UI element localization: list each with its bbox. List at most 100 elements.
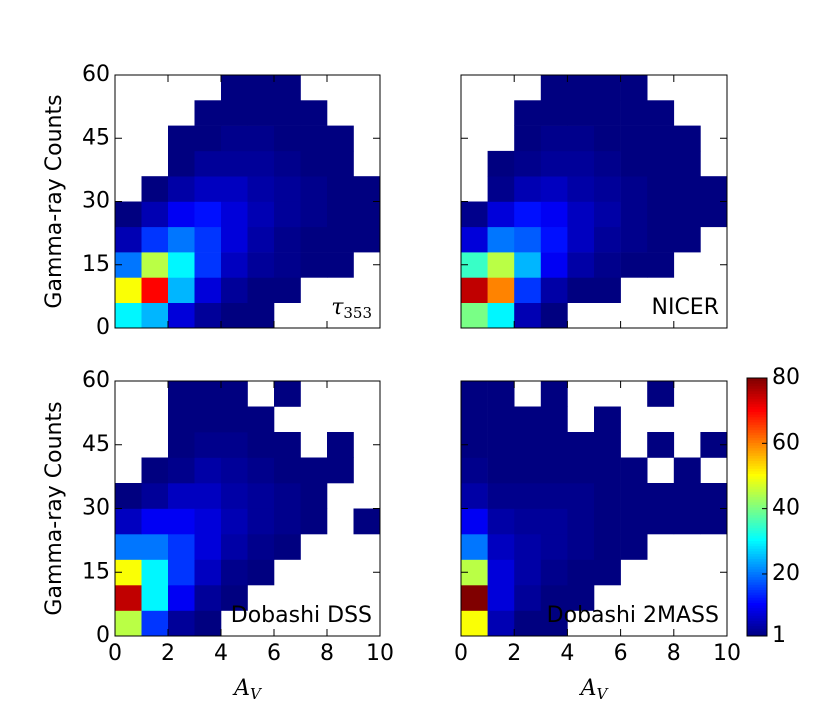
colorbar-segment xyxy=(747,594,767,598)
hist-cell xyxy=(567,226,595,253)
x-tick-label: 4 xyxy=(214,641,228,666)
colorbar-segment xyxy=(747,599,767,603)
hist-cell xyxy=(194,508,222,535)
x-tick-label: 6 xyxy=(267,641,281,666)
hist-cell xyxy=(353,508,381,535)
colorbar-segment xyxy=(747,522,767,526)
hist-cell xyxy=(514,150,542,177)
hist-cell xyxy=(221,226,248,253)
colorbar-segment xyxy=(747,568,767,572)
hist-cell xyxy=(141,226,169,253)
hist-cell xyxy=(594,176,621,202)
colorbar-segment xyxy=(747,455,767,459)
colorbar-segment xyxy=(747,633,767,637)
colorbar-segment xyxy=(747,612,767,616)
hist-cell xyxy=(300,125,328,152)
hist-cell xyxy=(594,277,621,303)
hist-cell xyxy=(647,226,675,253)
colorbar-segment xyxy=(747,519,767,523)
colorbar-segment xyxy=(747,447,767,451)
hist-cell xyxy=(221,483,248,509)
hist-cell xyxy=(194,252,222,278)
colorbar-segment xyxy=(747,494,767,498)
hist-cell xyxy=(487,252,515,278)
hist-cell xyxy=(141,277,169,303)
hist-cell xyxy=(514,176,542,202)
hist-cell xyxy=(461,585,488,611)
hist-cell xyxy=(274,226,301,253)
colorbar-segment xyxy=(747,571,767,575)
x-tick-label: 0 xyxy=(108,641,122,666)
colorbar-segment xyxy=(747,393,767,397)
colorbar-segment xyxy=(747,607,767,611)
colorbar-segment xyxy=(747,512,767,516)
y-tick-label: 45 xyxy=(82,432,110,457)
hist-cell xyxy=(540,277,568,303)
x-tick-label: 4 xyxy=(560,641,574,666)
hist-cell xyxy=(647,252,675,278)
hist-cell xyxy=(141,252,169,278)
panel-annotation: Dobashi 2MASS xyxy=(547,603,719,628)
hist-cell xyxy=(194,406,222,433)
hist-cell xyxy=(487,508,515,535)
hist-cell xyxy=(514,483,542,509)
hist-cell xyxy=(461,508,488,535)
hist-cell xyxy=(327,457,354,484)
y-tick-label: 30 xyxy=(82,189,110,214)
hist-cell xyxy=(168,201,195,228)
hist-cell xyxy=(540,559,568,586)
colorbar-segment xyxy=(747,527,767,531)
hist-cell xyxy=(194,150,222,177)
hist-cell xyxy=(221,100,248,126)
colorbar-segment xyxy=(747,592,767,596)
colorbar-segment xyxy=(747,411,767,415)
x-tick-label: 2 xyxy=(161,641,175,666)
hist-cell xyxy=(168,176,195,202)
y-tick-label: 60 xyxy=(82,368,110,393)
hist-cell xyxy=(247,277,275,303)
hist-cell xyxy=(221,508,248,535)
hist-cell xyxy=(327,176,354,202)
colorbar-segment xyxy=(747,434,767,438)
hist-cell xyxy=(594,457,621,484)
hist-cell xyxy=(620,176,648,202)
hist-cell xyxy=(594,508,621,535)
hist-cell xyxy=(141,201,169,228)
colorbar-segment xyxy=(747,378,767,382)
hist-cell xyxy=(567,559,595,586)
y-tick-label: 15 xyxy=(82,252,110,277)
hist-cell xyxy=(221,201,248,228)
colorbar-segment xyxy=(747,491,767,495)
hist-cell xyxy=(647,150,675,177)
colorbar-segment xyxy=(747,602,767,606)
hist-cell xyxy=(274,457,301,484)
colorbar-segment xyxy=(747,532,767,536)
hist-cell xyxy=(647,483,675,509)
colorbar-segment xyxy=(747,473,767,477)
x-tick-label: 10 xyxy=(366,641,394,666)
hist-cell xyxy=(540,381,568,407)
hist-cell xyxy=(194,277,222,303)
hist-cell xyxy=(487,406,515,433)
hist-cell xyxy=(514,534,542,560)
colorbar-segment xyxy=(747,468,767,472)
colorbar-segment xyxy=(747,548,767,552)
hist-cell xyxy=(567,483,595,509)
hist-cell xyxy=(274,75,301,101)
hist-cell xyxy=(594,559,621,586)
hist-cell xyxy=(540,483,568,509)
colorbar-segment xyxy=(747,419,767,423)
colorbar-segment xyxy=(747,496,767,500)
hist-cell xyxy=(540,508,568,535)
hist-cell xyxy=(514,406,542,433)
colorbar-segment xyxy=(747,509,767,513)
hist-cell xyxy=(353,201,381,228)
colorbar-segment xyxy=(747,597,767,601)
hist-cell xyxy=(274,100,301,126)
hist-cell xyxy=(274,150,301,177)
annotation-base: τ xyxy=(331,295,344,320)
colorbar-segment xyxy=(747,437,767,441)
hist-cell xyxy=(700,176,728,202)
hist-cell xyxy=(567,100,595,126)
hist-cell xyxy=(247,252,275,278)
